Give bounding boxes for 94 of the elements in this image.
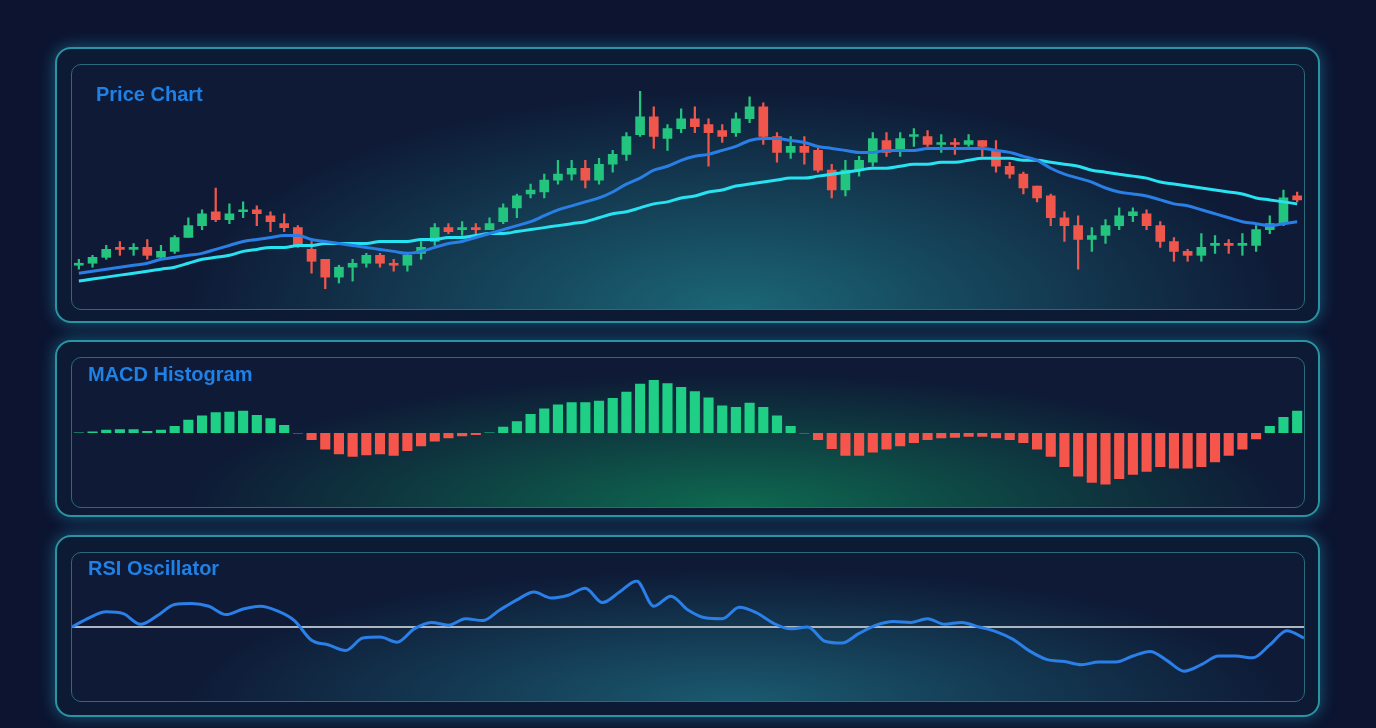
bar: [1032, 433, 1043, 450]
bar: [1182, 433, 1193, 469]
bar: [402, 433, 413, 452]
bar: [169, 426, 180, 433]
bar: [210, 412, 221, 433]
bar: [539, 408, 550, 433]
bar: [1251, 433, 1262, 440]
bar: [101, 429, 112, 433]
bar: [416, 433, 427, 447]
bar: [306, 433, 317, 440]
bar: [251, 414, 262, 433]
bar: [854, 433, 865, 456]
bar: [279, 425, 290, 433]
bar: [320, 433, 331, 450]
bar: [388, 433, 399, 456]
bar: [114, 429, 125, 433]
bar: [1264, 426, 1275, 433]
bar: [142, 430, 153, 433]
bar: [1196, 433, 1207, 467]
bar: [470, 433, 481, 436]
bar: [361, 433, 372, 456]
bar: [580, 402, 591, 433]
candlestick: [703, 118, 714, 167]
bar: [224, 411, 235, 433]
bar: [1292, 410, 1303, 433]
bar: [867, 433, 878, 453]
bar: [155, 429, 167, 433]
bar: [936, 433, 947, 439]
bar: [1114, 433, 1125, 480]
chart-title: RSI Oscillator: [88, 557, 220, 580]
bar: [552, 404, 564, 433]
bar: [593, 400, 605, 433]
bar: [238, 410, 249, 433]
candlestick: [347, 258, 358, 282]
candlestick: [128, 243, 139, 256]
bar: [457, 433, 468, 437]
bar: [511, 421, 522, 433]
bar: [347, 433, 358, 457]
chart-title: Price Chart: [96, 83, 203, 106]
bar: [196, 415, 208, 433]
bar: [785, 426, 796, 433]
bar: [758, 407, 769, 433]
bar: [744, 402, 755, 433]
bar: [1004, 433, 1015, 440]
bar: [183, 419, 194, 433]
bar: [676, 386, 687, 433]
bar: [730, 407, 741, 433]
bar: [429, 433, 440, 442]
bar: [1059, 433, 1070, 467]
bar: [812, 433, 824, 440]
bar: [443, 433, 454, 439]
bar: [1045, 433, 1056, 457]
candlestick: [1059, 211, 1070, 242]
bar: [908, 433, 919, 444]
bar: [1018, 433, 1029, 444]
bar: [128, 429, 139, 433]
bar: [977, 433, 988, 437]
bar: [895, 433, 906, 447]
bar: [566, 402, 577, 433]
bar: [1141, 433, 1152, 472]
bar: [881, 433, 892, 450]
bar: [635, 383, 646, 433]
bar: [1086, 433, 1097, 483]
bar: [1155, 433, 1166, 467]
candlestick: [265, 211, 276, 232]
bar: [949, 433, 960, 438]
bar: [265, 418, 276, 433]
bar: [1209, 433, 1221, 463]
chart-title: MACD Histogram: [88, 363, 253, 386]
bar: [1278, 417, 1289, 433]
bar: [374, 433, 386, 455]
bar: [1127, 433, 1138, 475]
bar: [1073, 433, 1084, 477]
bar: [662, 383, 673, 433]
bar: [621, 391, 632, 433]
candlestick: [1237, 233, 1248, 256]
bar: [1223, 433, 1234, 456]
bar: [703, 397, 714, 433]
bar: [689, 391, 700, 433]
bar: [1168, 433, 1180, 469]
bar: [922, 433, 933, 440]
bar: [990, 433, 1002, 439]
bar: [840, 433, 851, 456]
bar: [826, 433, 837, 449]
bar: [717, 405, 728, 433]
bar: [1100, 433, 1111, 485]
bar: [1237, 433, 1248, 450]
bar: [648, 380, 659, 433]
bar: [771, 415, 783, 433]
bar: [333, 433, 344, 455]
bar: [607, 398, 618, 433]
bar: [525, 413, 536, 433]
bar: [963, 433, 974, 437]
bar: [498, 426, 509, 433]
